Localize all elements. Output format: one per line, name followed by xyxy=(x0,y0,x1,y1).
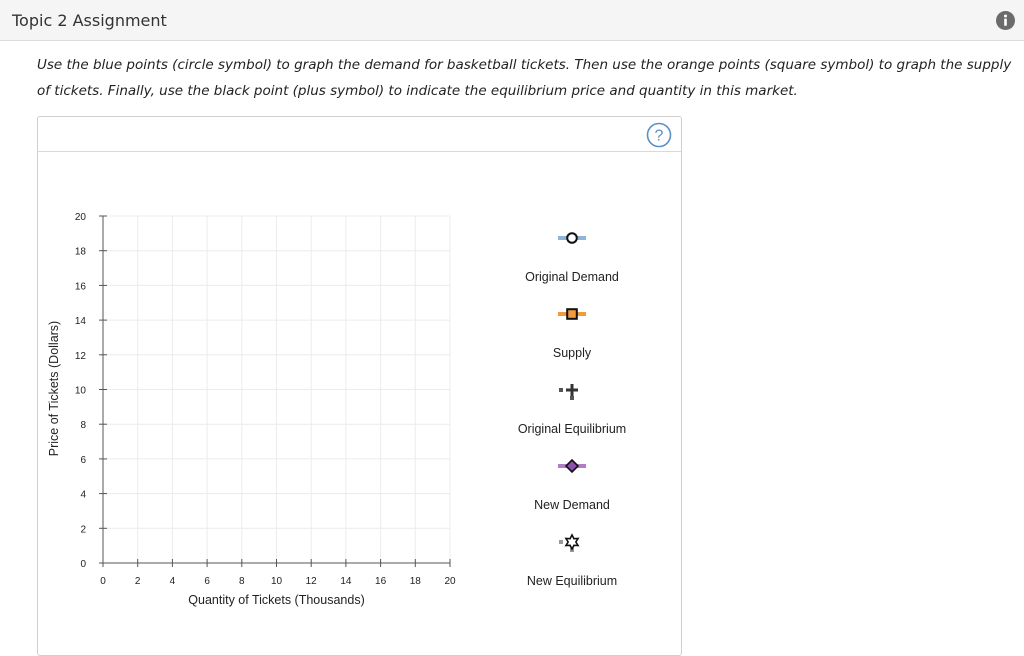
plus-icon xyxy=(566,384,578,396)
x-tick-label: 14 xyxy=(340,576,352,587)
x-tick-label: 18 xyxy=(410,576,422,587)
legend-label: New Equilibrium xyxy=(527,574,617,588)
graph-panel: ? 0 2 4 6 8 10 12 14 16 18 20 0 2 4 6 8 10 12 14 16 18 20 Qua… xyxy=(37,116,682,656)
x-tick-label: 0 xyxy=(100,576,106,587)
legend-item: New Equilibrium xyxy=(527,533,617,588)
y-tick-label: 6 xyxy=(80,455,86,466)
original-equilibrium-line-icon xyxy=(559,388,563,392)
y-tick-label: 14 xyxy=(75,316,87,327)
x-axis-label: Quantity of Tickets (Thousands) xyxy=(188,593,364,607)
legend-item: Original Equilibrium xyxy=(518,384,626,436)
legend-label: Original Equilibrium xyxy=(518,422,626,436)
legend: Original Demand Supply Original Equilibriu… xyxy=(518,232,626,588)
y-tick-label: 4 xyxy=(80,490,86,501)
legend-label: New Demand xyxy=(534,498,610,512)
y-tick-label: 10 xyxy=(75,386,87,397)
x-tick-label: 8 xyxy=(239,576,245,587)
legend-label: Supply xyxy=(553,346,592,360)
star-icon xyxy=(564,533,580,551)
y-axis-label: Price of Tickets (Dollars) xyxy=(47,321,61,456)
y-tick-label: 0 xyxy=(80,559,86,570)
x-tick-label: 4 xyxy=(170,576,176,587)
y-tick-label: 18 xyxy=(75,247,87,258)
new-equilibrium-line-icon xyxy=(559,540,563,544)
y-tick-label: 2 xyxy=(80,524,86,535)
legend-item: Supply xyxy=(553,308,592,360)
x-tick-label: 16 xyxy=(375,576,387,587)
x-tick-label: 2 xyxy=(135,576,141,587)
legend-label: Original Demand xyxy=(525,270,619,284)
help-glyph: ? xyxy=(655,128,664,145)
y-tick-label: 16 xyxy=(75,281,87,292)
diamond-icon xyxy=(564,458,580,474)
panel-header: ? xyxy=(38,117,681,152)
instructions-text: Use the blue points (circle symbol) to g… xyxy=(37,57,1012,99)
y-tick-label: 12 xyxy=(75,351,87,362)
axes: 0 2 4 6 8 10 12 14 16 18 20 0 2 4 6 8 10 12 14 16 18 20 xyxy=(75,212,456,587)
square-icon xyxy=(566,308,578,320)
x-tick-label: 12 xyxy=(306,576,318,587)
legend-item: Original Demand xyxy=(525,232,619,284)
page-title: Topic 2 Assignment xyxy=(12,11,167,30)
graph-area[interactable]: 0 2 4 6 8 10 12 14 16 18 20 0 2 4 6 8 10 12 14 16 18 20 Quant… xyxy=(38,117,681,637)
legend-item: New Demand xyxy=(534,458,610,512)
question-circle-icon[interactable]: ? xyxy=(646,122,672,148)
x-tick-label: 6 xyxy=(204,576,210,587)
x-tick-label: 20 xyxy=(444,576,456,587)
title-bar: Topic 2 Assignment xyxy=(0,0,1024,41)
grid-layer xyxy=(103,215,451,563)
info-icon[interactable] xyxy=(996,11,1015,30)
y-tick-label: 8 xyxy=(80,420,86,431)
original-equilibrium-line-icon xyxy=(570,396,574,400)
x-tick-label: 10 xyxy=(271,576,283,587)
y-tick-label: 20 xyxy=(75,212,87,223)
circle-icon xyxy=(566,232,578,244)
